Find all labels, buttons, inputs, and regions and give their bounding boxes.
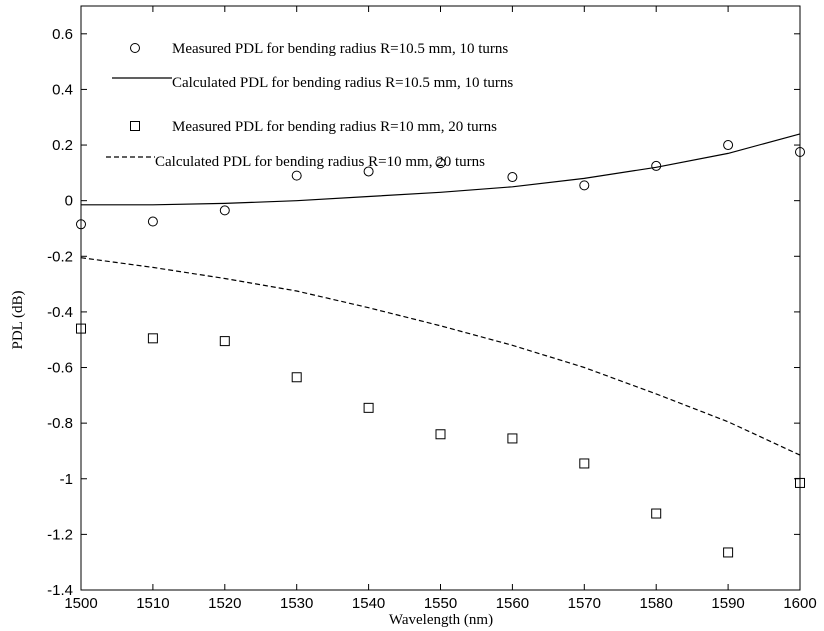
legend-label: Measured PDL for bending radius R=10 mm,… (172, 119, 497, 135)
x-tick-label: 1600 (783, 595, 816, 612)
y-tick-label: 0 (65, 193, 73, 210)
x-tick-label: 1580 (640, 595, 673, 612)
x-tick-label: 1590 (711, 595, 744, 612)
x-tick-label: 1520 (208, 595, 241, 612)
legend: Measured PDL for bending radius R=10.5 m… (106, 41, 513, 170)
y-tick-label: -0.4 (47, 304, 73, 321)
plot-frame (80, 5, 801, 591)
square-point (76, 323, 86, 334)
square-point (435, 429, 446, 440)
x-tick-label: 1510 (136, 595, 169, 612)
legend-label: Calculated PDL for bending radius R=10 m… (155, 154, 485, 170)
square-point (507, 433, 518, 444)
y-tick-label: -1.2 (47, 526, 73, 543)
square-point (363, 402, 374, 413)
series-0 (76, 140, 805, 230)
legend-square-marker (130, 121, 140, 131)
y-tick-label: 0.6 (52, 26, 73, 43)
solid-series-line (81, 133, 801, 206)
y-tick-label: 0.4 (52, 81, 73, 98)
series-1 (81, 133, 801, 206)
x-axis-label: Wavelength (nm) (389, 612, 493, 628)
circle-point (435, 158, 446, 169)
circle-point (507, 172, 518, 183)
square-point (795, 477, 805, 488)
square-point (579, 458, 590, 469)
x-tick-label: 1500 (64, 595, 97, 612)
y-tick-label: -0.8 (47, 415, 73, 432)
x-tick-label: 1540 (352, 595, 385, 612)
square-point (219, 336, 230, 347)
circle-point (219, 205, 230, 216)
circle-point (795, 147, 805, 157)
circle-point (579, 180, 590, 191)
y-tick-label: -1.4 (47, 582, 73, 599)
circle-point (76, 219, 86, 230)
square-point (651, 508, 662, 519)
x-tick-label: 1550 (424, 595, 457, 612)
dashed-series-line (80, 257, 801, 456)
legend-label: Measured PDL for bending radius R=10.5 m… (172, 41, 508, 57)
y-tick-label: 0.2 (52, 137, 73, 154)
legend-circle-marker (130, 43, 140, 53)
y-tick-label: -0.6 (47, 360, 73, 377)
circle-point (723, 140, 734, 151)
series-2 (76, 323, 805, 558)
series-layer (76, 133, 805, 558)
axis-ticks (80, 6, 801, 591)
y-axis-label: PDL (dB) (10, 290, 26, 349)
y-tick-label: -1 (60, 471, 73, 488)
legend-label: Calculated PDL for bending radius R=10.5… (172, 75, 513, 91)
circle-point (291, 170, 302, 181)
circle-point (147, 216, 158, 227)
plot-border (80, 5, 801, 591)
circle-point (651, 160, 662, 171)
x-tick-label: 1560 (496, 595, 529, 612)
x-tick-label: 1570 (568, 595, 601, 612)
y-tick-label: -0.2 (47, 248, 73, 265)
x-tick-label: 1530 (280, 595, 313, 612)
tick-labels: 1500 1510 1520 1530 1540 1550 1560 1570 1580 1590… (47, 26, 817, 612)
square-point (147, 333, 158, 344)
series-3 (80, 257, 801, 456)
square-point (723, 547, 734, 558)
circle-point (363, 166, 374, 177)
square-point (291, 372, 302, 383)
